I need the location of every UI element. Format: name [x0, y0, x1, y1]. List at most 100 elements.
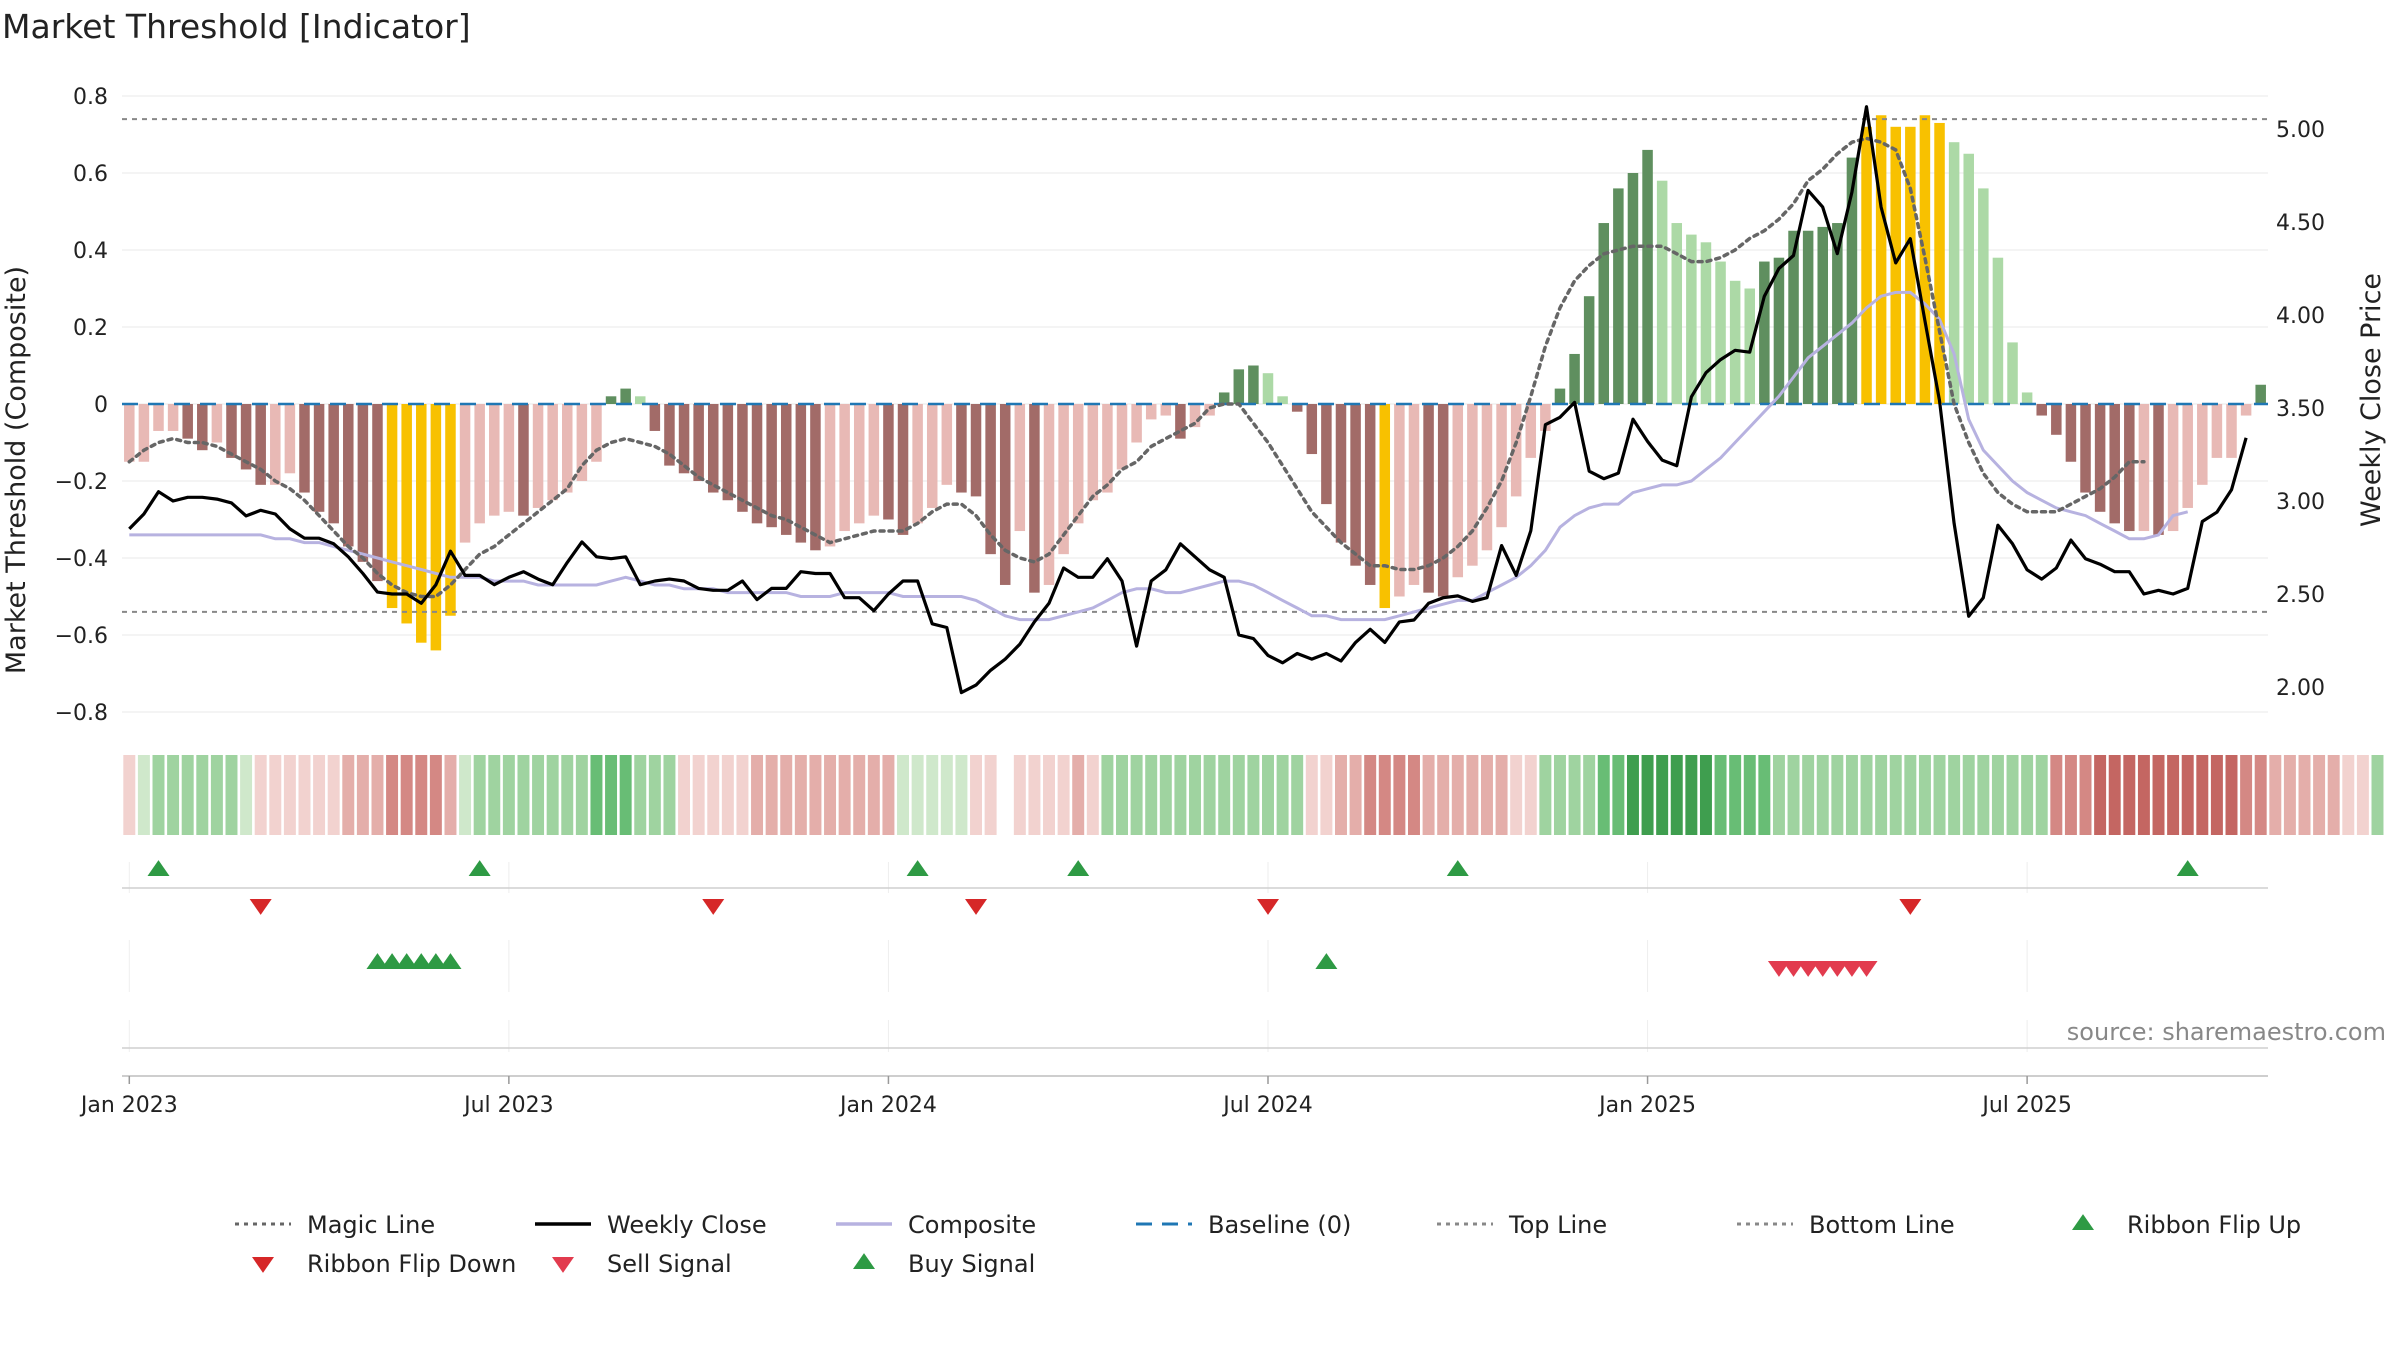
- ribbon-cell: [2225, 755, 2238, 835]
- ribbon-cell: [955, 755, 968, 835]
- composite-bar: [255, 404, 266, 485]
- ribbon-flip-down-marker: [702, 898, 725, 915]
- composite-bar: [1686, 234, 1697, 404]
- ribbon-flip-up-marker: [147, 860, 170, 877]
- composite-bars: [124, 115, 2266, 651]
- ribbon-cell: [736, 755, 749, 835]
- left-axis-ticks: 0.8 0.6 0.4 0.2 0 −0.2 −0.4 −0.6 −0.8: [55, 85, 108, 726]
- composite-bar: [416, 404, 427, 643]
- ribbon-cell: [1159, 755, 1172, 835]
- ribbon-cell: [2094, 755, 2107, 835]
- ribbon-cell: [2313, 755, 2326, 835]
- composite-bar: [2051, 404, 2062, 435]
- composite-bar: [1715, 261, 1726, 404]
- composite-bar: [299, 404, 310, 493]
- ribbon-cell: [1218, 755, 1231, 835]
- composite-bar: [328, 404, 339, 524]
- composite-bar: [1817, 226, 1828, 404]
- weekly-close-line: [128, 105, 2248, 695]
- ribbon-cell: [882, 755, 895, 835]
- ribbon-cell: [429, 755, 442, 835]
- ribbon-cell: [517, 755, 530, 835]
- legend: Magic Line Weekly Close Composite Baseline …: [235, 1211, 2301, 1278]
- composite-bar: [2226, 404, 2237, 458]
- composite-bar: [985, 404, 996, 555]
- composite-bar: [562, 404, 573, 493]
- ribbon-cell: [1480, 755, 1493, 835]
- x-tick-label: Jul 2024: [1221, 1093, 1313, 1118]
- ribbon-cell: [1714, 755, 1727, 835]
- composite-bar: [1963, 153, 1974, 404]
- composite-bar: [1291, 404, 1303, 412]
- ribbon-cell: [1276, 755, 1289, 835]
- buy-signal-marker: [1315, 953, 1338, 970]
- ribbon-cell: [648, 755, 661, 835]
- ribbon-cell: [240, 755, 253, 835]
- ribbon-cell: [1028, 755, 1041, 835]
- ribbon-cell: [2021, 755, 2034, 835]
- composite-bar: [1321, 404, 1332, 505]
- composite-bar: [1788, 230, 1799, 404]
- ribbon-cell: [2356, 755, 2369, 835]
- sell-signal-marker: [1811, 960, 1834, 977]
- ribbon-cell: [2064, 755, 2077, 835]
- composite-bar: [1481, 404, 1493, 551]
- ribbon-cell: [1904, 755, 1917, 835]
- composite-bar: [1379, 404, 1391, 609]
- composite-bar: [1102, 404, 1113, 493]
- y2-tick-label: 3.50: [2276, 397, 2325, 422]
- ribbon-cell: [1802, 755, 1815, 835]
- ribbon-cell: [1977, 755, 1990, 835]
- y-tick-label: −0.4: [55, 547, 108, 572]
- ribbon-cell: [1918, 755, 1931, 835]
- x-tick-label: Jan 2023: [79, 1093, 178, 1118]
- composite-bar: [941, 404, 953, 485]
- ribbon-cell: [575, 755, 588, 835]
- composite-bar: [678, 404, 690, 474]
- composite-line: [129, 290, 2189, 622]
- composite-bar: [138, 404, 150, 462]
- composite-bar: [197, 404, 208, 451]
- composite-bar: [1043, 404, 1055, 585]
- composite-bar: [1306, 404, 1318, 455]
- composite-bar: [1350, 404, 1361, 566]
- composite-bar: [1394, 404, 1405, 597]
- composite-bar: [1175, 404, 1186, 439]
- ribbon-flip-down-marker: [1899, 898, 1922, 915]
- composite-bar: [2182, 404, 2193, 508]
- ribbon-cell: [2269, 755, 2282, 835]
- y2-tick-label: 2.00: [2276, 676, 2325, 701]
- ribbon-cell: [2371, 755, 2384, 835]
- ribbon-cell: [911, 755, 924, 835]
- composite-bar: [1145, 404, 1157, 420]
- composite-bar: [489, 404, 500, 516]
- ribbon-cell: [444, 755, 457, 835]
- ribbon-cell: [1729, 755, 1742, 835]
- composite-bar: [999, 404, 1011, 585]
- ribbon-cell: [1378, 755, 1391, 835]
- ribbon-cell: [415, 755, 428, 835]
- ribbon-cell: [1232, 755, 1245, 835]
- composite-bar: [547, 404, 558, 501]
- legend-label: Top Line: [1508, 1211, 1607, 1239]
- ribbon-cell: [1933, 755, 1946, 835]
- composite-bar: [591, 404, 602, 462]
- legend-label: Buy Signal: [908, 1250, 1035, 1278]
- composite-bar: [1437, 404, 1449, 597]
- composite-bar: [1160, 404, 1172, 416]
- composite-bar: [1014, 404, 1026, 532]
- composite-bar: [1992, 257, 2004, 404]
- ribbon-cell: [634, 755, 647, 835]
- ribbon-cell: [721, 755, 734, 835]
- composite-bar: [1087, 404, 1099, 501]
- x-tick-label: Jan 2025: [1597, 1093, 1696, 1118]
- ribbon-cell: [2167, 755, 2180, 835]
- composite-bar: [1189, 404, 1201, 428]
- legend-label: Composite: [908, 1211, 1036, 1239]
- composite-bar: [1029, 404, 1040, 593]
- x-tick-label: Jul 2023: [462, 1093, 554, 1118]
- ribbon-cell: [2210, 755, 2223, 835]
- legend-swatch: [2072, 1214, 2094, 1231]
- ribbon-cell: [1510, 755, 1523, 835]
- ribbon-cell: [1948, 755, 1961, 835]
